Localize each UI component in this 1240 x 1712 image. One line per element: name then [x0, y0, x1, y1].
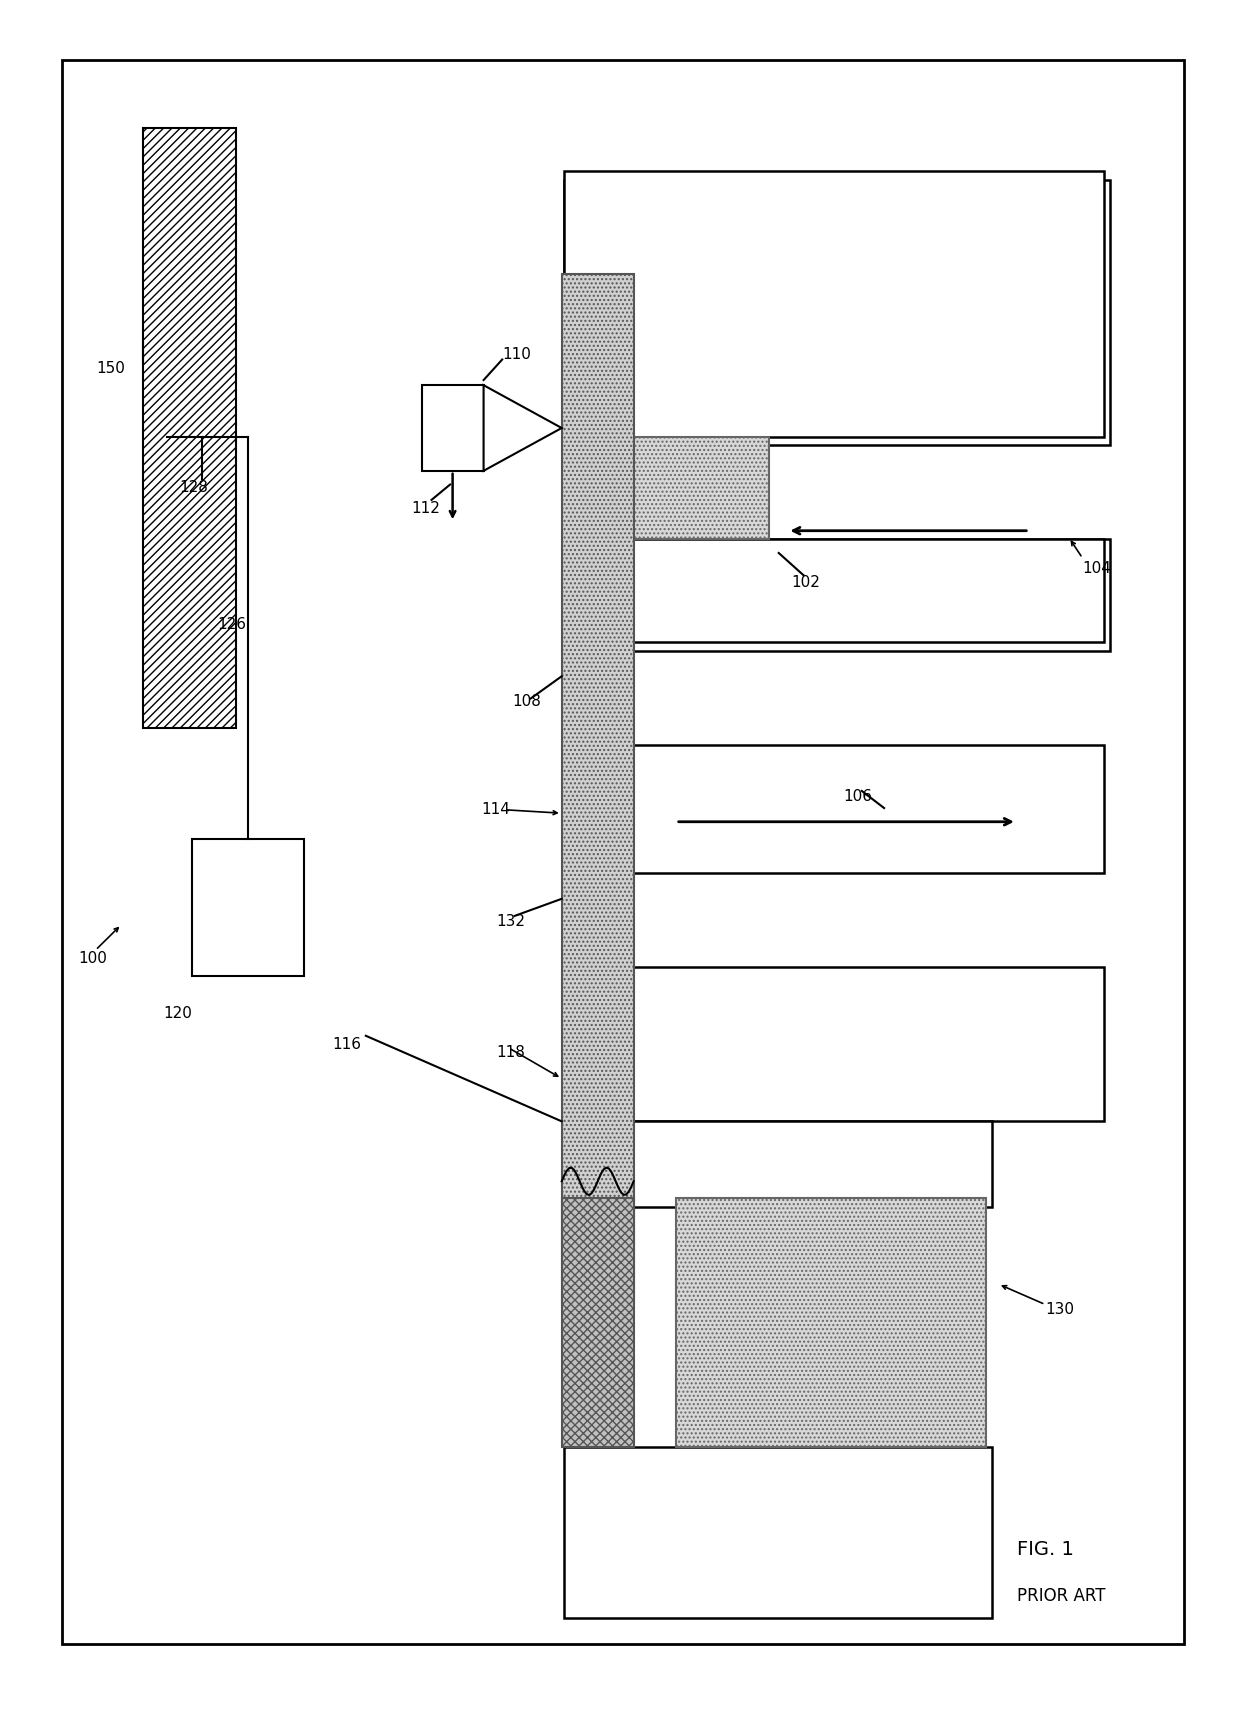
Bar — [143, 128, 236, 728]
Bar — [564, 539, 1104, 642]
Text: 102: 102 — [791, 575, 820, 589]
Bar — [564, 745, 1104, 873]
Text: 106: 106 — [843, 789, 872, 803]
Bar — [564, 180, 1110, 445]
Bar — [564, 539, 1110, 651]
Text: 130: 130 — [1045, 1303, 1074, 1317]
Text: 128: 128 — [180, 481, 208, 495]
Bar — [564, 437, 769, 539]
Text: PRIOR ART: PRIOR ART — [1017, 1587, 1105, 1604]
Text: FIG. 1: FIG. 1 — [1017, 1539, 1074, 1560]
Text: 112: 112 — [412, 502, 440, 515]
Text: 110: 110 — [502, 348, 531, 361]
Text: 118: 118 — [496, 1046, 525, 1060]
Text: 126: 126 — [217, 618, 246, 632]
Text: 120: 120 — [164, 1007, 192, 1020]
Text: 114: 114 — [481, 803, 510, 817]
Bar — [564, 1121, 992, 1207]
Bar — [564, 437, 769, 539]
Text: 100: 100 — [78, 952, 107, 966]
Bar — [562, 1198, 634, 1447]
Bar — [564, 967, 1104, 1121]
Bar — [564, 1447, 992, 1618]
Text: 132: 132 — [496, 914, 525, 928]
Bar — [422, 385, 484, 471]
Text: 108: 108 — [512, 695, 541, 709]
Bar — [562, 274, 634, 1301]
Bar — [564, 171, 1104, 437]
Text: 150: 150 — [97, 361, 125, 375]
Text: 104: 104 — [1083, 562, 1111, 575]
Polygon shape — [484, 385, 562, 471]
Bar — [192, 839, 304, 976]
Text: 116: 116 — [332, 1037, 361, 1051]
Bar — [676, 1198, 986, 1447]
